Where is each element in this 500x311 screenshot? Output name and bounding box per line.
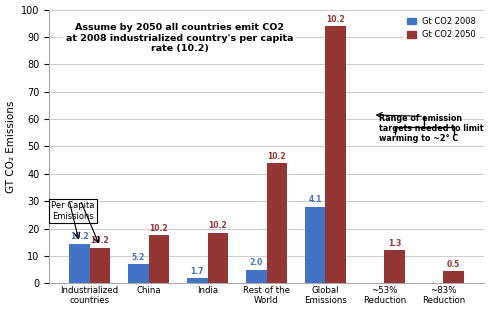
Bar xyxy=(128,264,148,283)
Text: 10.2: 10.2 xyxy=(90,236,109,245)
Text: Assume by 2050 all countries emit CO2
at 2008 industrialized country's per capit: Assume by 2050 all countries emit CO2 at… xyxy=(66,23,294,53)
Text: Range of emission
targets needed to limit
warming to ~2° C: Range of emission targets needed to limi… xyxy=(378,114,483,143)
Text: 4.1: 4.1 xyxy=(308,195,322,204)
Bar xyxy=(69,244,89,283)
Text: 10.2: 10.2 xyxy=(268,152,286,161)
Text: 5.2: 5.2 xyxy=(132,253,145,262)
Text: 1.7: 1.7 xyxy=(190,267,204,276)
Bar xyxy=(326,26,346,283)
Bar xyxy=(384,250,405,283)
Text: Per Capita
Emissions: Per Capita Emissions xyxy=(52,201,95,220)
Text: 10.2: 10.2 xyxy=(70,232,88,241)
Bar xyxy=(148,235,169,283)
Text: 10.2: 10.2 xyxy=(326,15,345,24)
Legend: Gt CO2 2008, Gt CO2 2050: Gt CO2 2008, Gt CO2 2050 xyxy=(404,14,479,43)
Bar xyxy=(208,233,228,283)
Text: 1.3: 1.3 xyxy=(388,239,402,248)
Bar xyxy=(266,163,287,283)
Y-axis label: GT CO₂ Emissions: GT CO₂ Emissions xyxy=(6,100,16,193)
Text: 10.2: 10.2 xyxy=(208,221,227,230)
Bar xyxy=(187,278,208,283)
Text: 0.5: 0.5 xyxy=(447,260,460,269)
Bar xyxy=(444,271,464,283)
Bar xyxy=(90,248,110,283)
Bar xyxy=(305,207,326,283)
Text: 2.0: 2.0 xyxy=(250,258,263,267)
Text: 10.2: 10.2 xyxy=(150,224,168,233)
Bar xyxy=(246,270,266,283)
